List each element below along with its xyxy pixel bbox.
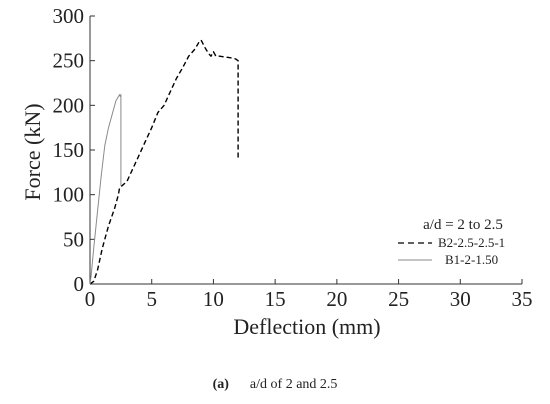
x-tick-label: 20 (326, 287, 347, 311)
legend-entry-b1: B1-2-1.50 (445, 252, 498, 267)
x-tick-label: 5 (146, 287, 157, 311)
x-ticks: 0 5 10 15 20 25 30 35 (85, 279, 533, 311)
y-tick-label: 100 (53, 183, 85, 207)
x-tick-label: 25 (388, 287, 409, 311)
y-tick-label: 0 (74, 272, 85, 296)
x-axis-title: Deflection (mm) (233, 314, 380, 339)
x-tick-label: 35 (512, 287, 533, 311)
caption-tag: (a) (213, 377, 230, 392)
figure-caption: (a) a/d of 2 and 2.5 (213, 377, 338, 392)
x-tick-label: 0 (85, 287, 96, 311)
plot-area: 0 50 100 150 200 250 300 0 5 10 15 20 25 30 35 (53, 4, 533, 311)
y-tick-label: 300 (53, 4, 85, 28)
x-tick-label: 15 (265, 287, 286, 311)
series-line-b1-2-1-50 (89, 94, 122, 285)
legend: a/d = 2 to 2.5 B2-2.5-2.5-1 B1-2-1.50 (398, 217, 505, 267)
x-tick-label: 10 (203, 287, 224, 311)
y-axis-title: Force (kN) (20, 103, 45, 200)
x-tick-label: 30 (450, 287, 471, 311)
legend-entry-b2: B2-2.5-2.5-1 (438, 235, 505, 250)
series-line-b2-2-5-2-5-1 (89, 39, 239, 285)
y-ticks: 0 50 100 150 200 250 300 (53, 4, 95, 296)
y-tick-label: 150 (53, 138, 85, 162)
caption-text: a/d of 2 and 2.5 (250, 377, 337, 392)
y-tick-label: 250 (53, 49, 85, 73)
y-tick-label: 200 (53, 93, 85, 117)
caption-gap (229, 377, 250, 392)
legend-title: a/d = 2 to 2.5 (423, 217, 503, 233)
y-tick-label: 50 (63, 227, 84, 251)
series-layer (89, 39, 239, 285)
